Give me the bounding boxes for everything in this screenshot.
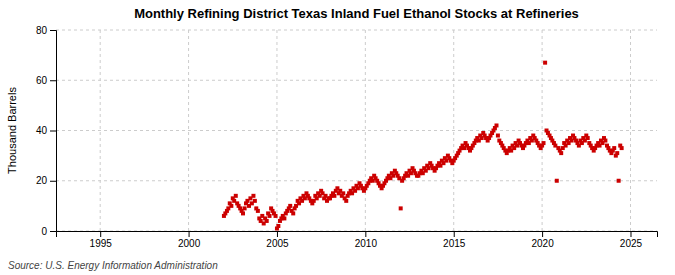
- point: [229, 204, 233, 208]
- grid-line: [56, 30, 657, 31]
- point: [288, 204, 292, 208]
- point: [332, 194, 336, 198]
- tick-label: 40: [36, 125, 48, 136]
- point: [399, 206, 403, 210]
- tick-mark: [365, 231, 366, 237]
- axis-line: [57, 232, 658, 238]
- point: [241, 211, 245, 215]
- point: [612, 146, 616, 150]
- grid-line: [56, 180, 657, 181]
- tick-label: 80: [36, 25, 48, 36]
- plot: 1995 2000 2005 2010 2015 2020 2025 0 20 40 60 80: [36, 25, 658, 249]
- tick-mark: [100, 231, 101, 237]
- tick: 60: [36, 75, 56, 86]
- tick-mark: [542, 231, 543, 237]
- tick-label: 2025: [620, 238, 643, 249]
- x-axis: 1995 2000 2005 2010 2015 2020 2025: [57, 231, 658, 249]
- chart: 1995 2000 2005 2010 2015 2020 2025 0 20 40 60 80 Mon…: [0, 0, 675, 275]
- point: [603, 139, 607, 143]
- grid: [56, 30, 657, 231]
- tick-label: 60: [36, 75, 48, 86]
- y-axis: 0 20 40 60 80: [36, 25, 57, 237]
- tick-label: 1995: [90, 238, 113, 249]
- point: [291, 211, 295, 215]
- source: Source: U.S. Energy Information Administ…: [8, 260, 218, 271]
- grid-line: [56, 80, 657, 81]
- point: [620, 146, 624, 150]
- title: Monthly Refining District Texas Inland F…: [134, 6, 579, 21]
- tick-mark: [50, 181, 56, 182]
- tick-label: 2000: [178, 238, 201, 249]
- tick-mark: [50, 231, 56, 232]
- point: [268, 214, 272, 218]
- y-axis-label: Thousand Barrels: [6, 87, 18, 174]
- point: [617, 179, 621, 183]
- tick-mark: [50, 30, 56, 31]
- point: [276, 224, 280, 228]
- tick-label: 2015: [443, 238, 466, 249]
- grid-line: [630, 30, 631, 231]
- tick-mark: [189, 231, 190, 237]
- tick: 1995: [90, 231, 113, 249]
- point: [494, 123, 498, 127]
- tick: 2010: [355, 231, 378, 249]
- tick: 2005: [266, 231, 289, 249]
- tick-label: 0: [41, 226, 47, 237]
- point: [253, 199, 257, 203]
- tick: 40: [36, 125, 56, 136]
- tick: 2020: [531, 231, 554, 249]
- tick: 80: [36, 25, 56, 36]
- point: [274, 214, 278, 218]
- tick-label: 2005: [266, 238, 289, 249]
- point: [615, 151, 619, 155]
- point: [256, 209, 260, 213]
- point: [251, 194, 255, 198]
- point: [559, 151, 563, 155]
- tick-mark: [50, 131, 56, 132]
- tick: 2000: [178, 231, 201, 249]
- tick-label: 20: [36, 175, 48, 186]
- point: [234, 194, 238, 198]
- point: [344, 199, 348, 203]
- tick-mark: [630, 231, 631, 237]
- point: [586, 136, 590, 140]
- point: [341, 191, 345, 195]
- grid-line: [56, 130, 657, 131]
- tick-mark: [454, 231, 455, 237]
- point: [265, 219, 269, 223]
- point: [243, 206, 247, 210]
- tick: 2025: [620, 231, 643, 249]
- tick: 0: [41, 226, 56, 237]
- tick-label: 2010: [355, 238, 378, 249]
- axis-line: [50, 31, 57, 232]
- point: [542, 141, 546, 145]
- tick: 20: [36, 175, 56, 186]
- grid-line: [276, 30, 277, 231]
- tick-mark: [277, 231, 278, 237]
- point: [555, 179, 559, 183]
- point: [282, 216, 286, 220]
- point: [496, 134, 500, 138]
- tick: 2015: [443, 231, 466, 249]
- tick-label: 2020: [531, 238, 554, 249]
- tick-mark: [50, 80, 56, 81]
- point: [543, 61, 547, 65]
- points: [222, 61, 624, 231]
